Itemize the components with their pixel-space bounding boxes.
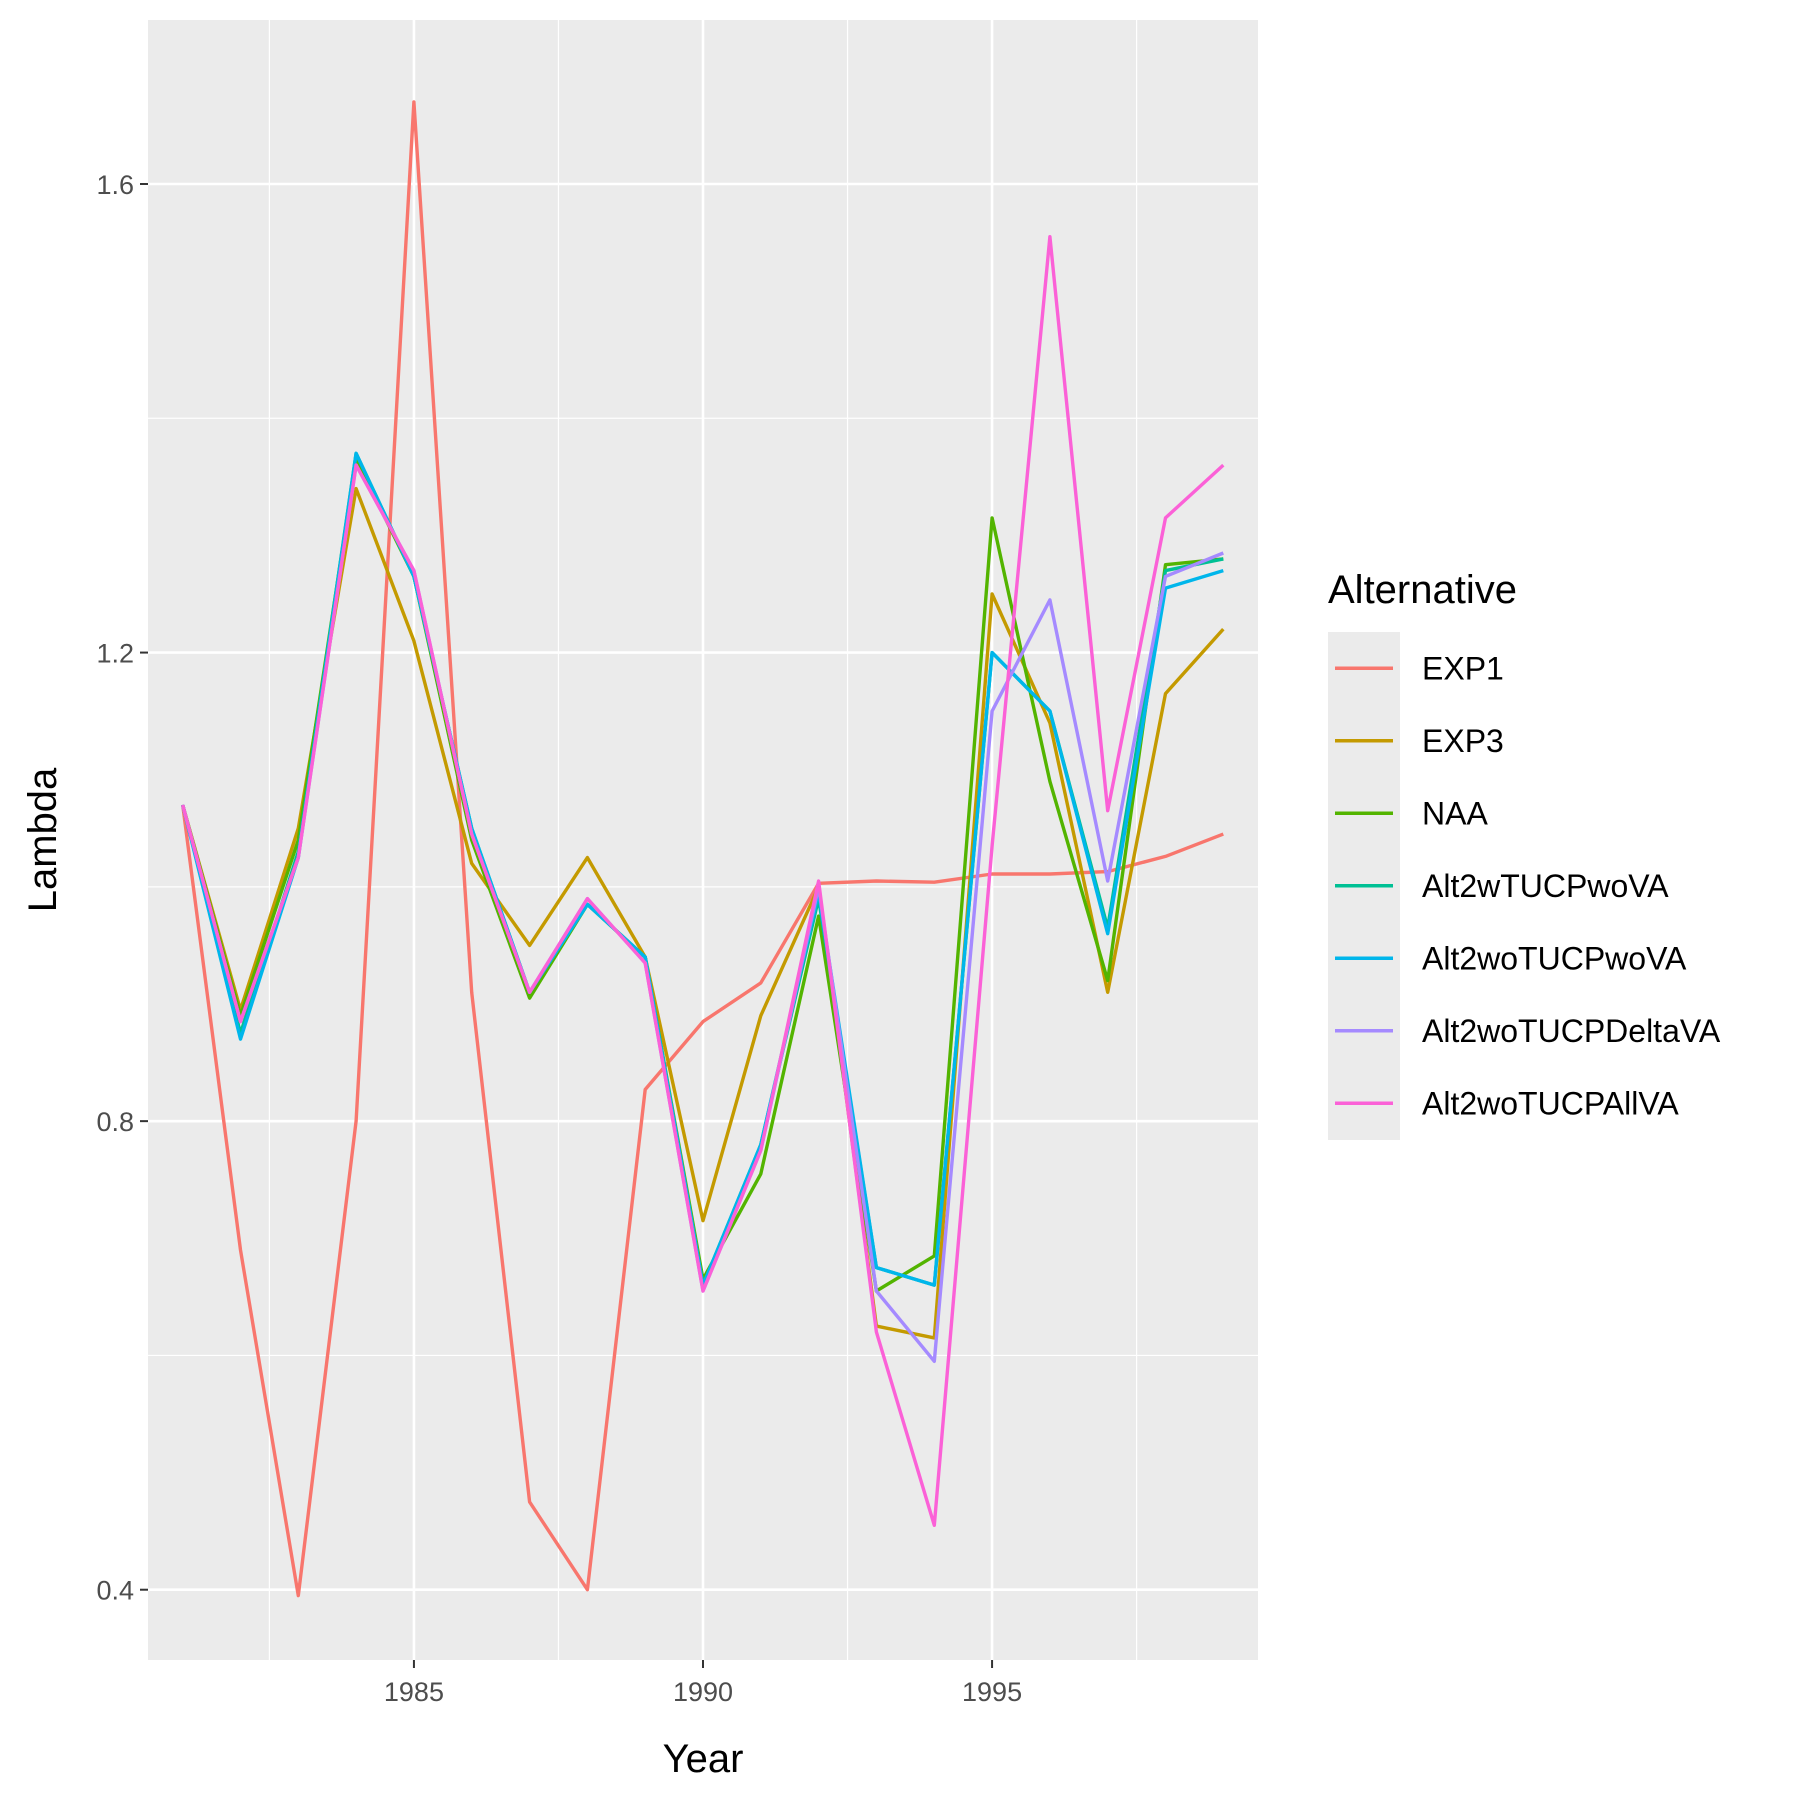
- legend-label-naa: NAA: [1422, 795, 1488, 831]
- legend-items: EXP1 EXP3 NAA Alt2wTUCPwoVA Alt2woTUCPwoVA Al…: [1335, 650, 1721, 1121]
- y-axis-title: Lambda: [21, 767, 65, 912]
- y-axis: 0.4 0.8 1.2 1.6: [96, 170, 148, 1606]
- legend: Alternative EXP1 EXP3 NAA Alt2wTUCPwoVA Alt2…: [1328, 568, 1721, 1140]
- series-lines: [181, 100, 1225, 1598]
- x-axis: 1985 1990 1995: [384, 1660, 1022, 1707]
- series-line-exp1: [181, 100, 1224, 1598]
- x-tick-label: 1990: [673, 1677, 733, 1707]
- legend-label-exp3: EXP3: [1422, 723, 1504, 759]
- series-line-exp3: [181, 486, 1225, 1340]
- legend-title: Alternative: [1328, 568, 1517, 612]
- y-tick-label: 1.6: [96, 170, 134, 200]
- x-axis-title: Year: [663, 1737, 744, 1781]
- x-tick-label: 1985: [384, 1677, 444, 1707]
- y-tick-label: 1.2: [96, 639, 134, 669]
- legend-label-alt2wotucpallva: Alt2woTUCPAllVA: [1422, 1085, 1679, 1121]
- x-tick-label: 1995: [962, 1677, 1022, 1707]
- series-line-alt2wotucpallva: [181, 234, 1225, 1528]
- legend-label-alt2wotucpwova: Alt2woTUCPwoVA: [1422, 940, 1687, 976]
- legend-label-alt2wtucpwova: Alt2wTUCPwoVA: [1422, 868, 1669, 904]
- y-tick-label: 0.8: [96, 1107, 134, 1137]
- legend-label-alt2wotucpdeltava: Alt2woTUCPDeltaVA: [1422, 1013, 1721, 1049]
- legend-label-exp1: EXP1: [1422, 650, 1504, 686]
- y-tick-label: 0.4: [96, 1576, 134, 1606]
